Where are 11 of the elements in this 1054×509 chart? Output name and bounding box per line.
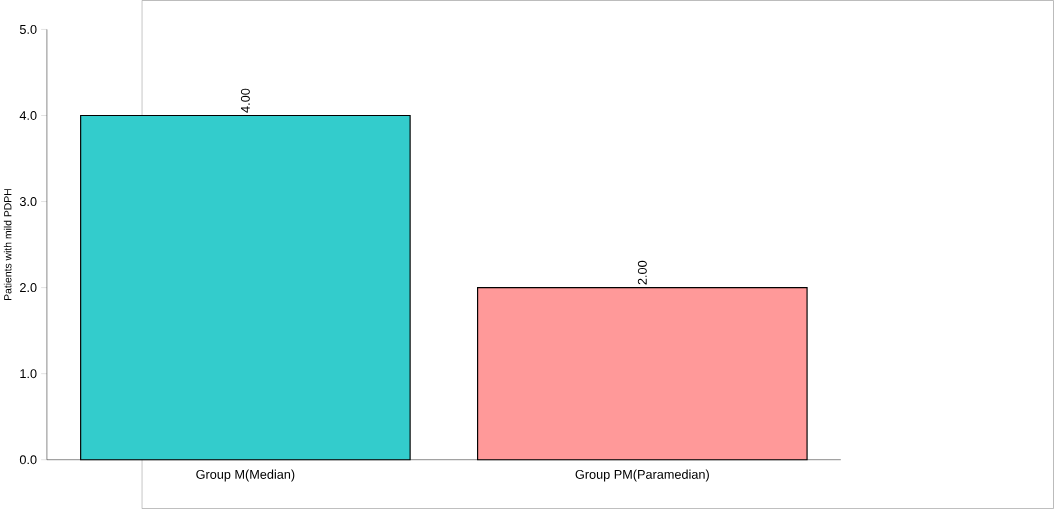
y-tick-label: 1.0 [20,369,37,379]
x-tick-label: Group M(Median) [196,469,295,482]
y-tick-label: 3.0 [19,197,37,207]
y-axis-title: Patients with mild PDPH [3,189,12,300]
data-label: 2.00 [637,260,647,285]
y-tick-label: 5.0 [19,24,37,34]
y-tick-label: 2.0 [20,283,37,293]
y-tick-label: 4.0 [19,110,37,120]
y-tick-label: 0.0 [19,455,37,465]
x-tick-label: Group PM(Paramedian) [575,469,709,482]
data-label: 4.00 [240,88,250,113]
